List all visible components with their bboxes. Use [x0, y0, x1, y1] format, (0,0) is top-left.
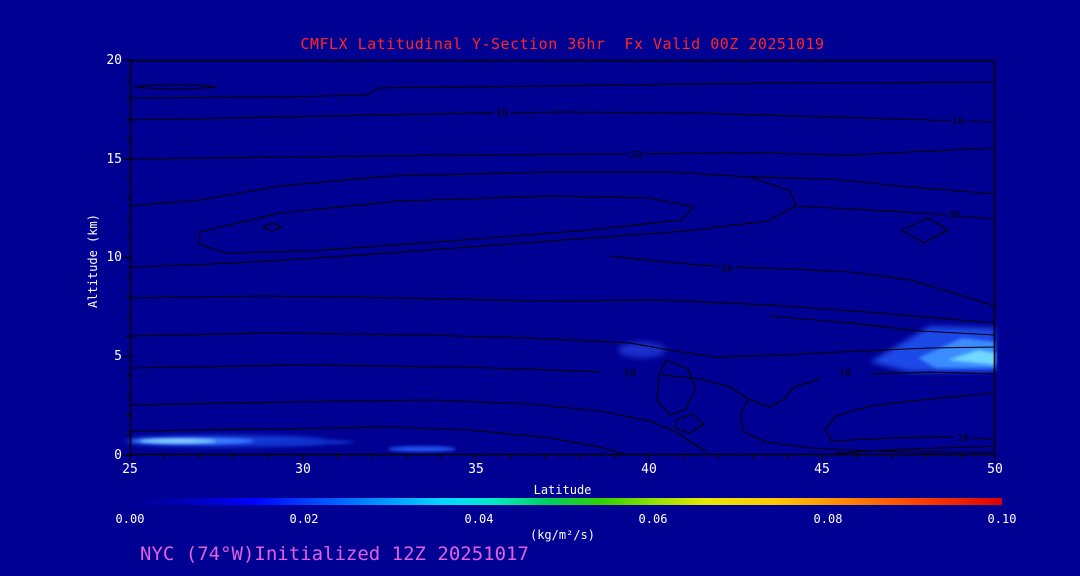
contour-plot: 10 10 20 30 20 10 10 10: [123, 59, 996, 462]
colorbar-units: (kg/m²/s): [529, 528, 596, 542]
x-tick-40: 40: [641, 462, 657, 477]
x-tick-30: 30: [295, 462, 311, 477]
contour-label-10a: 10: [496, 108, 508, 119]
colorbar-tick-000: 0.00: [115, 512, 145, 526]
y-tick-10: 10: [106, 250, 122, 265]
x-tick-35: 35: [468, 462, 484, 477]
contour-label-10d: 10: [839, 368, 851, 379]
contour-label-10c: 10: [624, 368, 636, 379]
colorbar-tick-010: 0.10: [987, 512, 1017, 526]
contour-labels: 10 10 20 30 20 10 10 10: [493, 105, 972, 447]
contour-label-30: 30: [948, 210, 960, 221]
contour-lines: [129, 81, 996, 456]
contour-label-20b: 20: [721, 264, 733, 275]
y-tick-15: 15: [106, 152, 122, 167]
y-tick-20: 20: [106, 53, 122, 68]
colorbar-tick-002: 0.02: [289, 512, 319, 526]
colorbar-tick-006: 0.06: [638, 512, 668, 526]
chart-title: CMFLX Latitudinal Y-Section 36hr Fx Vali…: [300, 35, 825, 53]
shaded-flux-regions: [125, 326, 995, 452]
footer-text: NYC (74°W)Initialized 12Z 20251017: [140, 543, 529, 565]
colorbar-tick-008: 0.08: [813, 512, 843, 526]
x-axis-label: Latitude: [533, 483, 592, 497]
x-tick-50: 50: [987, 462, 1003, 477]
contour-label-10e: 10: [957, 433, 969, 444]
plot-frame: [129, 59, 996, 456]
colorbar-tick-004: 0.04: [464, 512, 494, 526]
axis-tick-marks: [123, 59, 996, 462]
y-tick-5: 5: [114, 349, 122, 364]
contour-label-10b: 10: [952, 116, 964, 127]
colorbar: [130, 498, 1002, 505]
x-tick-45: 45: [814, 462, 830, 477]
x-tick-25: 25: [122, 462, 138, 477]
y-tick-0: 0: [114, 448, 122, 463]
contour-label-20a: 20: [630, 150, 642, 161]
